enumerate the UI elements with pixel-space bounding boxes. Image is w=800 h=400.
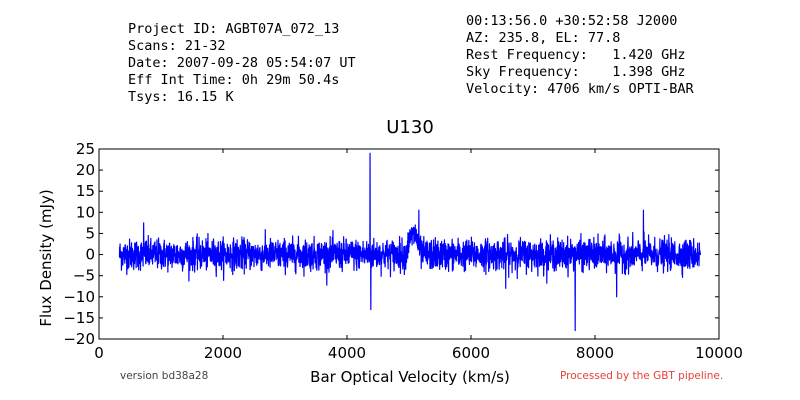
x-tick-label: 10000 [695, 344, 743, 362]
y-tick-label: 15 [76, 182, 95, 200]
observation-info-right: 00:13:56.0 +30:52:58 J2000 AZ: 235.8, EL:… [466, 13, 694, 98]
version-note: version bd38a28 [120, 370, 209, 382]
x-tick-label: 8000 [576, 344, 614, 362]
x-tick-label: 2000 [204, 344, 242, 362]
axis-ticks: 0 2000 4000 6000 8000 10000 −20 −15 −10 −5 0 5 10 15 2… [63, 140, 743, 362]
observation-info-left: Project ID: AGBT07A_072_13 Scans: 21-32 Da… [128, 21, 356, 106]
info-line-right-3: Sky Frequency: 1.398 GHz [466, 64, 686, 80]
pipeline-note: Processed by the GBT pipeline. [560, 370, 724, 382]
info-line-right-1: AZ: 235.8, EL: 77.8 [466, 30, 621, 46]
spectrum-series-line [118, 152, 701, 332]
x-axis-label: Bar Optical Velocity (km/s) [310, 368, 510, 386]
plot-frame [98, 148, 720, 340]
chart-title: U130 [386, 117, 434, 138]
x-tick-label: 6000 [452, 344, 490, 362]
info-line-right-2: Rest Frequency: 1.420 GHz [466, 47, 686, 63]
y-tick-label: −5 [73, 267, 95, 285]
y-tick-label: 25 [76, 140, 95, 158]
info-line-left-1: Scans: 21-32 [128, 38, 226, 54]
info-line-left-2: Date: 2007-09-28 05:54:07 UT [128, 55, 356, 71]
info-line-left-0: Project ID: AGBT07A_072_13 [128, 21, 340, 37]
y-tick-label: 20 [76, 161, 95, 179]
y-tick-label: −20 [63, 330, 95, 348]
y-tick-label: 0 [85, 246, 95, 264]
y-tick-label: 5 [85, 224, 95, 242]
y-tick-label: 10 [76, 203, 95, 221]
x-tick-label: 4000 [328, 344, 366, 362]
x-tick-label: 0 [94, 344, 104, 362]
info-line-right-0: 00:13:56.0 +30:52:58 J2000 [466, 13, 678, 29]
info-line-left-4: Tsys: 16.15 K [128, 89, 234, 105]
y-axis-label: Flux Density (mJy) [37, 189, 55, 326]
plot-area [98, 148, 720, 340]
y-tick-label: −15 [63, 309, 95, 327]
info-line-left-3: Eff Int Time: 0h 29m 50.4s [128, 72, 340, 88]
y-tick-label: −10 [63, 288, 95, 306]
info-line-right-4: Velocity: 4706 km/s OPTI-BAR [466, 81, 694, 97]
